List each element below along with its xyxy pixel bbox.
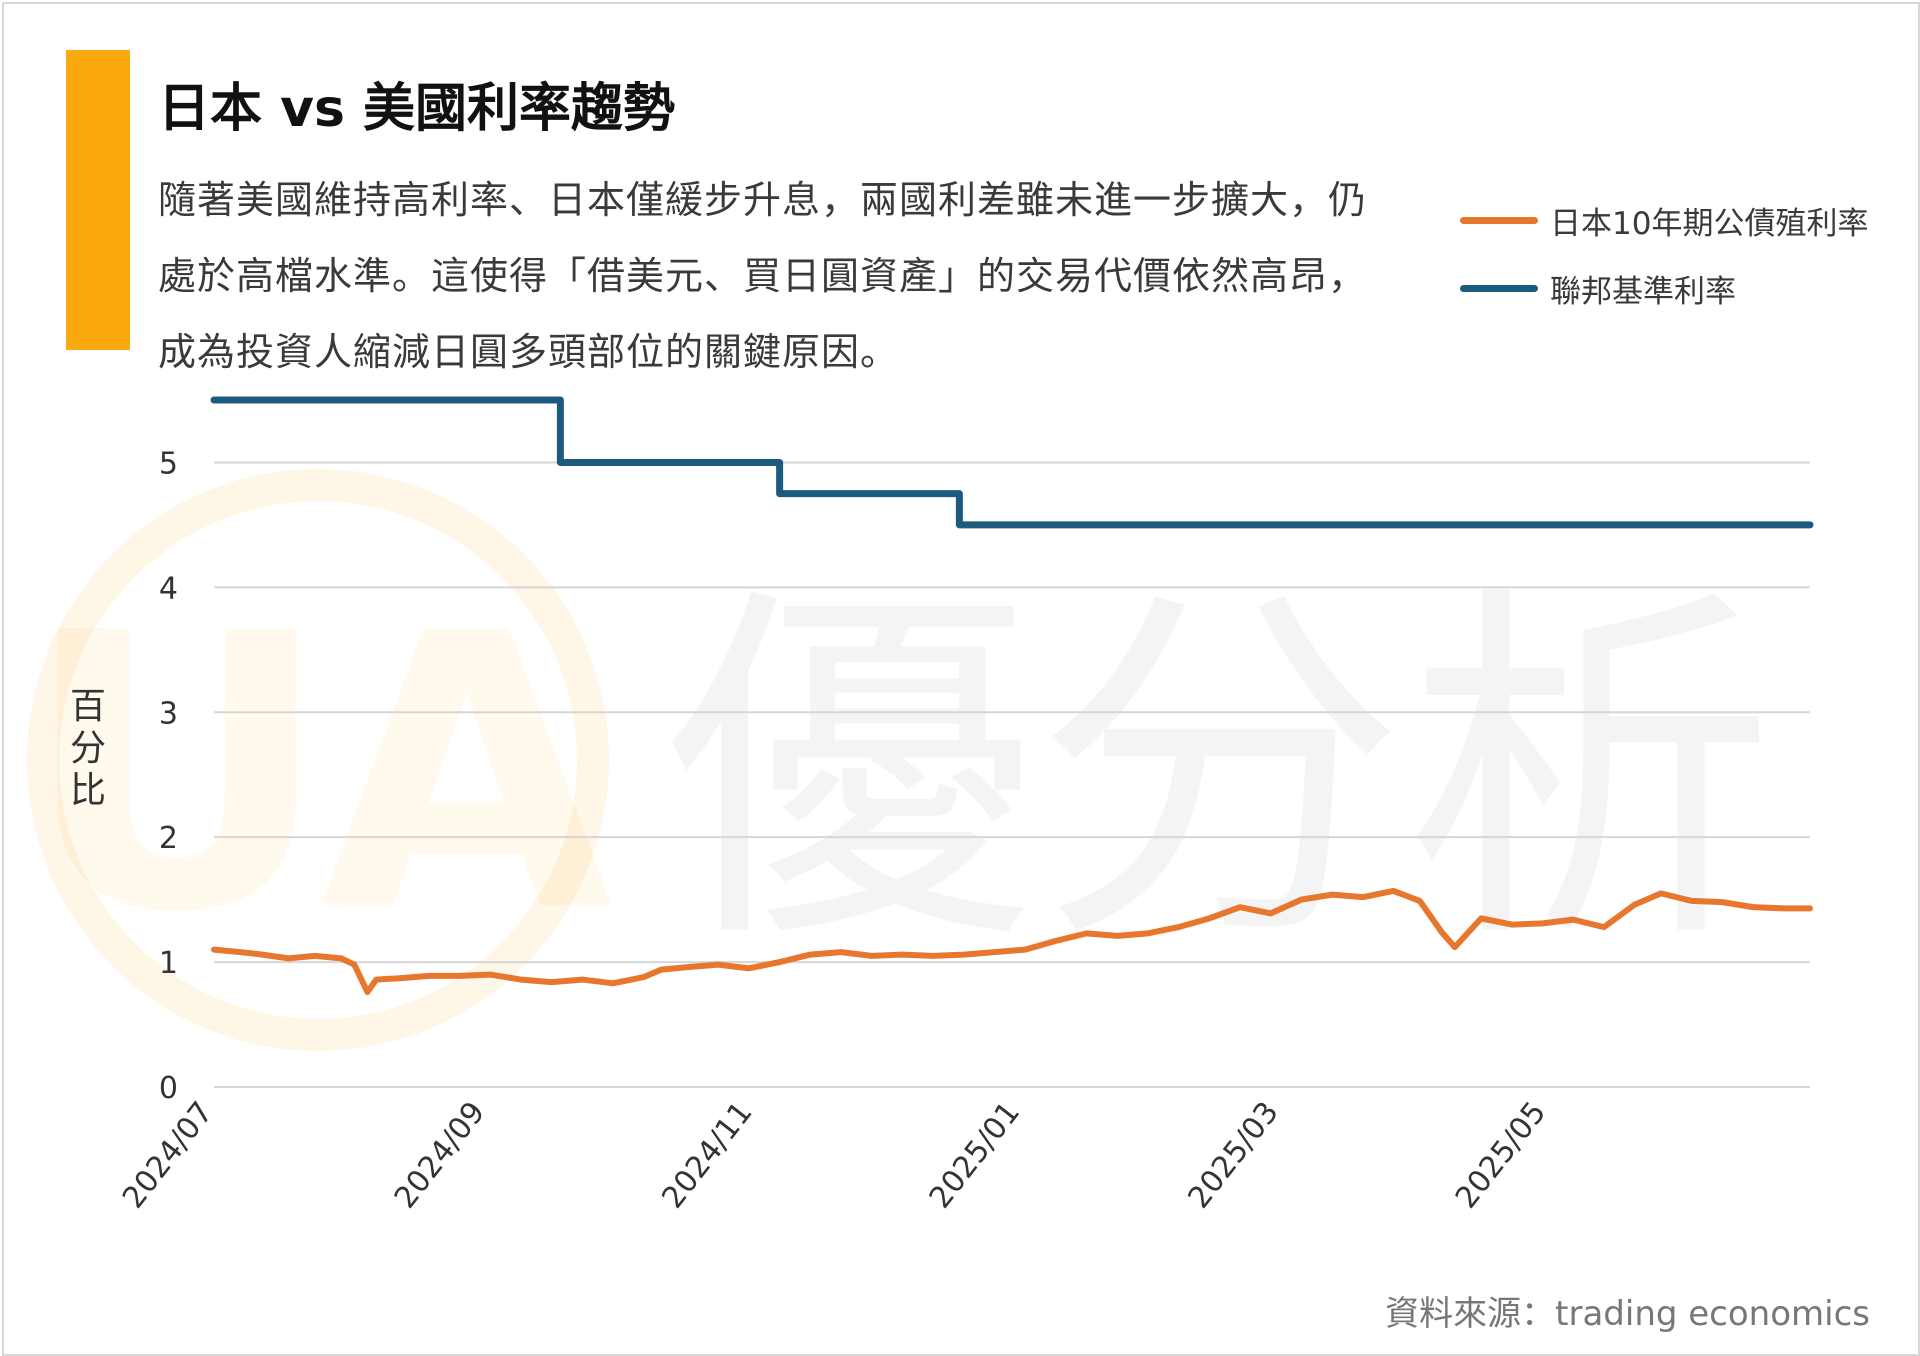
title-accent-bar: [66, 50, 130, 350]
series-lines: [210, 396, 1814, 996]
x-tick-label: 2024/07: [116, 1095, 220, 1215]
gridlines: [214, 461, 1810, 1088]
x-tick-label: 2024/11: [655, 1095, 759, 1215]
watermark-logo-letters: UA: [23, 552, 617, 995]
x-tick-label: 2024/09: [388, 1095, 492, 1215]
y-tick-label: 5: [159, 446, 178, 481]
watermark-ring: [27, 469, 609, 1051]
y-tick-label: 0: [159, 1071, 178, 1106]
legend-label-japan: 日本10年期公債殖利率: [1550, 205, 1869, 242]
legend-item-fed-rate: 聯邦基準利率: [1460, 268, 1736, 310]
y-tick-label: 3: [159, 696, 178, 731]
legend-swatch-us: [1460, 284, 1538, 292]
y-tick-label: 4: [159, 571, 178, 606]
series-line-japan-10y: [211, 887, 1813, 996]
y-tick-label: 1: [159, 946, 178, 981]
x-tick-label: 2025/01: [923, 1095, 1027, 1215]
y-axis-label: 百分比: [70, 686, 106, 811]
legend-label-us: 聯邦基準利率: [1550, 273, 1736, 310]
y-tick-label: 2: [159, 821, 178, 856]
series-line-fed-rate: [210, 396, 1814, 529]
x-tick-label: 2025/05: [1449, 1095, 1553, 1215]
y-axis-ticks: 0 1 2 3 4 5: [159, 446, 178, 1106]
source-note: 資料來源：trading economics: [1385, 1294, 1870, 1334]
chart-description: 隨著美國維持高利率、日本僅緩步升息，兩國利差雖未進一步擴大，仍處於高檔水準。這使…: [158, 178, 1368, 374]
legend-swatch-japan: [1460, 216, 1538, 224]
legend-item-japan-10y: 日本10年期公債殖利率: [1460, 200, 1869, 242]
x-axis-ticks: 2024/07 2024/09 2024/11 2025/01 2025/03 2025/…: [116, 1095, 1553, 1215]
chart-title: 日本 vs 美國利率趨勢: [158, 79, 676, 139]
x-tick-label: 2025/03: [1181, 1095, 1285, 1215]
